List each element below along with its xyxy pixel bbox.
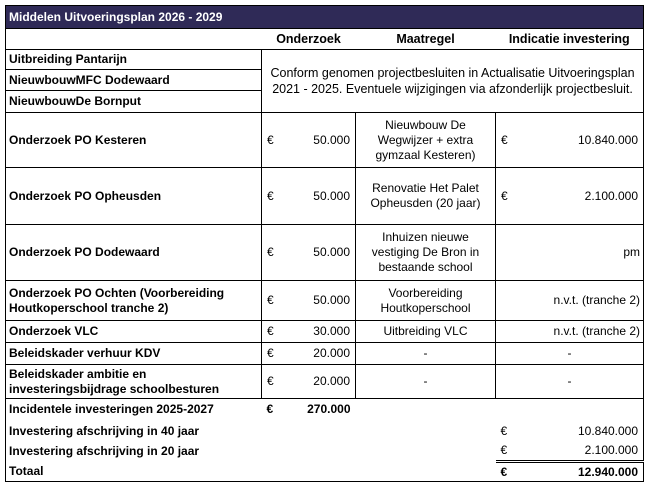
summary-value: 270.000 <box>307 402 351 417</box>
header-investering: Indicatie investering <box>495 28 645 50</box>
onderzoek-value: 50.000 <box>313 188 350 203</box>
euro-sign: € <box>501 132 508 147</box>
row-label: Onderzoek PO Opheusden <box>5 167 262 225</box>
onderzoek-value: 30.000 <box>313 324 350 338</box>
total-value: 12.940.000 <box>577 464 639 479</box>
euro-sign: € <box>267 132 274 147</box>
maatregel-text: - <box>355 364 496 399</box>
onderzoek-value: 20.000 <box>313 374 350 388</box>
euro-sign: € <box>267 374 274 388</box>
summary-label: Incidentele investeringen 2025-2027 <box>5 398 262 421</box>
row-label: Onderzoek PO Dodewaard <box>5 224 262 281</box>
summary-afschr20: Investering afschrijving in 20 jaar €2.1… <box>5 441 645 463</box>
table-row: Onderzoek PO Kesteren €50.000 Nieuwbouw … <box>5 112 645 168</box>
table-row: Onderzoek PO Ochten (Voorbereiding Houtk… <box>5 280 645 321</box>
project-label: NieuwbouwDe Bornput <box>5 90 262 113</box>
onderzoek-value: 50.000 <box>313 245 350 259</box>
row-label: Beleidskader ambitie en investeringsbijd… <box>5 364 262 399</box>
euro-sign: € <box>500 443 508 458</box>
investering-value: pm <box>623 245 641 259</box>
summary-label: Investering afschrijving in 20 jaar <box>5 441 262 462</box>
maatregel-text: Voorbereiding Houtkoperschool <box>355 280 496 321</box>
budget-table: Middelen Uitvoeringsplan 2026 - 2029 Ond… <box>4 5 645 482</box>
onderzoek-value: 50.000 <box>313 293 350 307</box>
header-maatregel: Maatregel <box>355 28 496 50</box>
header-row: Onderzoek Maatregel Indicatie investerin… <box>5 28 645 50</box>
table-row: Onderzoek PO Dodewaard €50.000 Inhuizen … <box>5 224 645 281</box>
summary-value: 2.100.000 <box>584 443 639 458</box>
maatregel-text: Renovatie Het Palet Opheusden (20 jaar) <box>355 167 496 225</box>
projects-note: Conform genomen projectbesluiten in Actu… <box>260 49 645 113</box>
maatregel-text: Inhuizen nieuwe vestiging De Bron in bes… <box>355 224 496 281</box>
investering-value: n.v.t. (tranche 2) <box>553 293 641 307</box>
investering-value: n.v.t. (tranche 2) <box>553 324 641 338</box>
budget-table-container: Middelen Uitvoeringsplan 2026 - 2029 Ond… <box>4 5 645 482</box>
project-label: Uitbreiding Pantarijn <box>5 49 262 70</box>
euro-sign: € <box>267 324 274 338</box>
table-row: Beleidskader ambitie en investeringsbijd… <box>5 364 645 399</box>
maatregel-text: - <box>355 342 496 365</box>
row-label: Onderzoek VLC <box>5 320 262 343</box>
summary-label: Investering afschrijving in 40 jaar <box>5 420 262 442</box>
row-label: Beleidskader verhuur KDV <box>5 342 262 365</box>
euro-sign: € <box>267 188 274 203</box>
row-label: Onderzoek PO Kesteren <box>5 112 262 168</box>
onderzoek-value: 50.000 <box>313 132 350 147</box>
onderzoek-value: 20.000 <box>313 346 350 360</box>
investering-value: 10.840.000 <box>577 132 639 147</box>
row-label: Onderzoek PO Ochten (Voorbereiding Houtk… <box>5 280 262 321</box>
summary-incidenteel: Incidentele investeringen 2025-2027 €270… <box>5 398 645 421</box>
summary-value: 10.840.000 <box>577 423 639 438</box>
table-row: Onderzoek PO Opheusden €50.000 Renovatie… <box>5 167 645 225</box>
summary-afschr40: Investering afschrijving in 40 jaar €10.… <box>5 420 645 442</box>
investering-value: - <box>567 346 572 360</box>
euro-sign: € <box>500 423 508 438</box>
maatregel-text: Uitbreiding VLC <box>355 320 496 343</box>
table-row: Onderzoek VLC €30.000 Uitbreiding VLC n.… <box>5 320 645 343</box>
summary-label: Totaal <box>5 461 262 482</box>
euro-sign: € <box>267 245 274 259</box>
euro-sign: € <box>266 402 274 417</box>
euro-sign: € <box>500 464 508 479</box>
euro-sign: € <box>501 188 508 203</box>
project-label: NieuwbouwMFC Dodewaard <box>5 69 262 91</box>
euro-sign: € <box>267 346 274 360</box>
maatregel-text: Nieuwbouw De Wegwijzer + extra gymzaal K… <box>355 112 496 168</box>
table-row: Beleidskader verhuur KDV €20.000 - - <box>5 342 645 365</box>
investering-value: 2.100.000 <box>584 188 639 203</box>
euro-sign: € <box>267 293 274 307</box>
table-title: Middelen Uitvoeringsplan 2026 - 2029 <box>4 5 645 29</box>
summary-totaal: Totaal €12.940.000 <box>5 461 645 482</box>
header-onderzoek: Onderzoek <box>261 28 356 50</box>
investering-value: - <box>567 374 572 388</box>
